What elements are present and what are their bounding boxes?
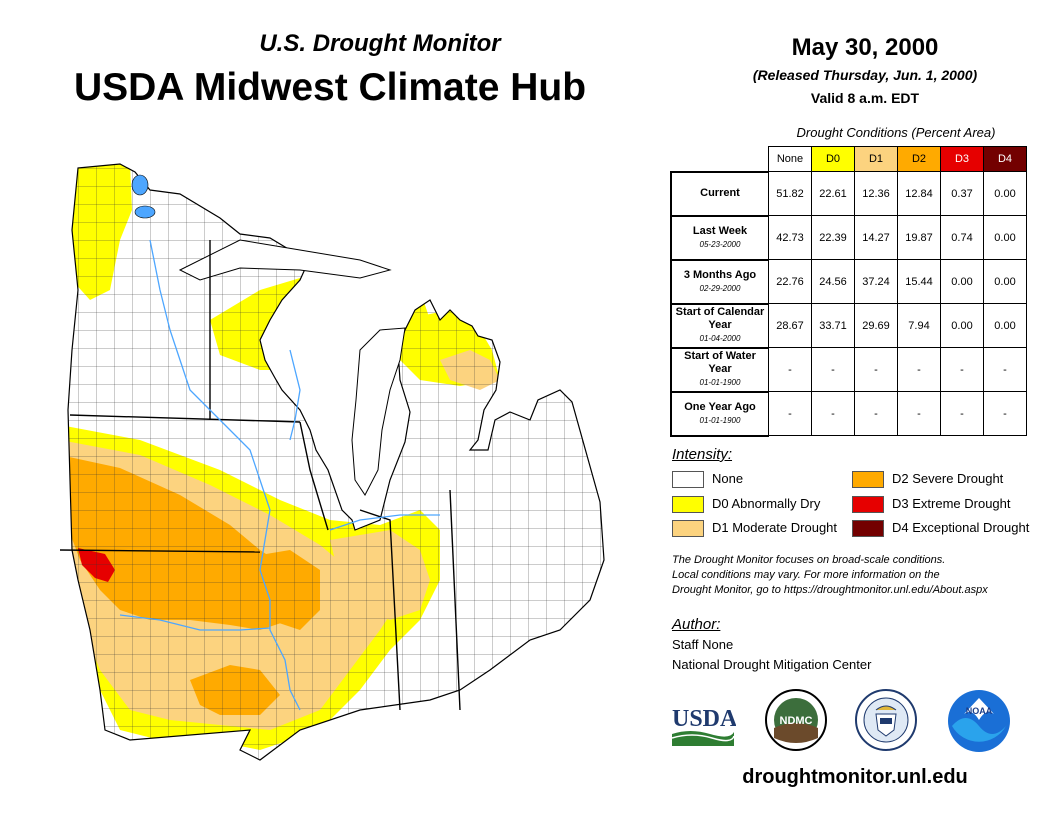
legend-d4: D4 Exceptional Drought — [852, 519, 1029, 538]
table-row: Current 51.82 22.61 12.36 12.84 0.37 0.00 — [670, 170, 1027, 217]
col-d3: D3 — [940, 146, 984, 172]
table-cell: 0.37 — [940, 171, 984, 216]
row-label: Start of Calendar Year 01-04-2000 — [670, 302, 769, 349]
table-cell: - — [854, 347, 898, 392]
table-row: Start of Calendar Year 01-04-2000 28.67 33.… — [670, 302, 1027, 349]
state-boundaries — [60, 240, 461, 711]
intensity-title: Intensity: — [672, 446, 733, 463]
legend-swatch — [852, 471, 884, 489]
table-cell: 14.27 — [854, 215, 898, 260]
row-label: Current — [670, 170, 769, 217]
noaa-logo-icon: NOAA — [948, 690, 1010, 752]
table-caption: Drought Conditions (Percent Area) — [796, 125, 996, 140]
table-cell: - — [811, 347, 855, 392]
col-d0: D0 — [811, 146, 855, 172]
col-d2: D2 — [897, 146, 941, 172]
drought-zones — [68, 164, 604, 760]
website-link[interactable]: droughtmonitor.unl.edu — [742, 766, 968, 788]
author-title: Author: — [672, 616, 721, 633]
drought-map — [60, 163, 605, 761]
legend-swatch — [852, 496, 884, 514]
valid-time: Valid 8 a.m. EDT — [810, 90, 920, 106]
row-label: One Year Ago 01-01-1900 — [670, 390, 769, 437]
table-cell: - — [940, 391, 984, 436]
legend-swatch — [852, 520, 884, 538]
legend-swatch — [672, 496, 704, 514]
table-cell: - — [768, 391, 812, 436]
col-d1: D1 — [854, 146, 898, 172]
disclaimer-note: The Drought Monitor focuses on broad-sca… — [672, 553, 1042, 598]
table-cell: - — [983, 347, 1027, 392]
table-cell: 37.24 — [854, 259, 898, 304]
table-cell: 0.00 — [983, 171, 1027, 216]
table-cell: 0.00 — [983, 215, 1027, 260]
author-name: Staff None — [672, 637, 734, 652]
table-cell: - — [854, 391, 898, 436]
row-label: Last Week 05-23-2000 — [670, 214, 769, 261]
svg-text:NDMC: NDMC — [780, 715, 813, 727]
legend-d1: D1 Moderate Drought — [672, 519, 837, 538]
svg-text:USDA: USDA — [672, 706, 736, 732]
table-row: Start of Water Year 01-01-1900- - - - - - — [670, 346, 1027, 393]
table-cell: 0.00 — [983, 259, 1027, 304]
table-cell: - — [897, 347, 941, 392]
about-link[interactable]: Drought Monitor, go to https://droughtmo… — [672, 584, 988, 596]
table-cell: 19.87 — [897, 215, 941, 260]
row-label: 3 Months Ago 02-29-2000 — [670, 258, 769, 305]
table-cell: - — [897, 391, 941, 436]
table-cell: 0.00 — [940, 259, 984, 304]
release-date: (Released Thursday, Jun. 1, 2000) — [752, 67, 978, 83]
table-cell: - — [811, 391, 855, 436]
lake-michigan — [351, 327, 406, 496]
drought-conditions-table: None D0 D1 D2 D3 D4 Current 51.82 22.61 12.… — [670, 146, 1027, 437]
table-row: One Year Ago 01-01-1900- - - - - - — [670, 390, 1027, 437]
map-date: May 30, 2000 — [791, 34, 939, 61]
table-cell: 0.74 — [940, 215, 984, 260]
ndmc-logo-icon: NDMC — [765, 689, 827, 751]
table-cell: 51.82 — [768, 171, 812, 216]
legend-d3: D3 Extreme Drought — [852, 495, 1011, 514]
author-org: National Drought Mitigation Center — [672, 657, 872, 672]
lake-of-the-woods — [131, 174, 149, 196]
table-cell: 15.44 — [897, 259, 941, 304]
red-lake — [134, 205, 156, 219]
rivers — [119, 239, 440, 711]
table-cell: 42.73 — [768, 215, 812, 260]
legend-swatch — [672, 520, 704, 538]
lake-superior — [178, 239, 392, 281]
row-label: Start of Water Year 01-01-1900 — [670, 346, 769, 393]
legend-d2: D2 Severe Drought — [852, 470, 1003, 489]
table-cell: 0.00 — [983, 303, 1027, 348]
table-row: Last Week 05-23-2000 42.73 22.39 14.27 19.87 0… — [670, 214, 1027, 261]
table-cell: 22.61 — [811, 171, 855, 216]
svg-text:NOAA: NOAA — [966, 706, 993, 716]
legend-d0: D0 Abnormally Dry — [672, 495, 820, 514]
table-cell: 33.71 — [811, 303, 855, 348]
table-row: 3 Months Ago 02-29-2000 22.76 24.56 37.24 15.… — [670, 258, 1027, 305]
table-cell: 24.56 — [811, 259, 855, 304]
table-cell: 7.94 — [897, 303, 941, 348]
table-cell: 29.69 — [854, 303, 898, 348]
table-cell: 22.76 — [768, 259, 812, 304]
map-title: USDA Midwest Climate Hub — [73, 66, 587, 109]
commerce-seal-icon — [855, 689, 917, 751]
usda-logo-icon: USDA — [671, 706, 736, 746]
table-cell: 28.67 — [768, 303, 812, 348]
legend-swatch — [672, 471, 704, 489]
legend-none: None — [672, 470, 743, 489]
table-cell: 22.39 — [811, 215, 855, 260]
map-subtitle: U.S. Drought Monitor — [259, 30, 501, 57]
table-cell: 0.00 — [940, 303, 984, 348]
table-cell: 12.36 — [854, 171, 898, 216]
col-d4: D4 — [983, 146, 1027, 172]
table-cell: - — [983, 391, 1027, 436]
table-cell: - — [940, 347, 984, 392]
col-none: None — [768, 146, 812, 172]
table-cell: - — [768, 347, 812, 392]
table-cell: 12.84 — [897, 171, 941, 216]
